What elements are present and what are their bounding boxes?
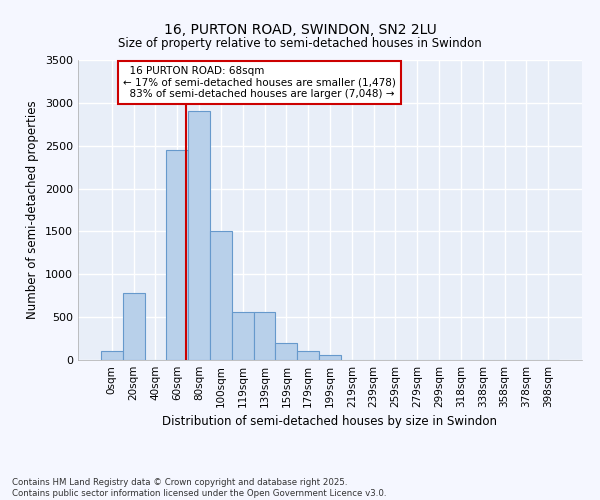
Bar [275,343,297,360]
Bar [101,352,123,360]
Bar [297,350,319,360]
Bar [319,355,341,360]
X-axis label: Distribution of semi-detached houses by size in Swindon: Distribution of semi-detached houses by … [163,416,497,428]
Bar [210,232,232,360]
Bar [232,312,254,360]
Text: 16, PURTON ROAD, SWINDON, SN2 2LU: 16, PURTON ROAD, SWINDON, SN2 2LU [164,22,436,36]
Text: Contains HM Land Registry data © Crown copyright and database right 2025.
Contai: Contains HM Land Registry data © Crown c… [12,478,386,498]
Bar [123,293,145,360]
Text: Size of property relative to semi-detached houses in Swindon: Size of property relative to semi-detach… [118,38,482,51]
Y-axis label: Number of semi-detached properties: Number of semi-detached properties [26,100,40,320]
Bar [188,112,210,360]
Text: 16 PURTON ROAD: 68sqm
← 17% of semi-detached houses are smaller (1,478)
  83% of: 16 PURTON ROAD: 68sqm ← 17% of semi-deta… [123,66,395,99]
Bar [254,312,275,360]
Bar [166,150,188,360]
